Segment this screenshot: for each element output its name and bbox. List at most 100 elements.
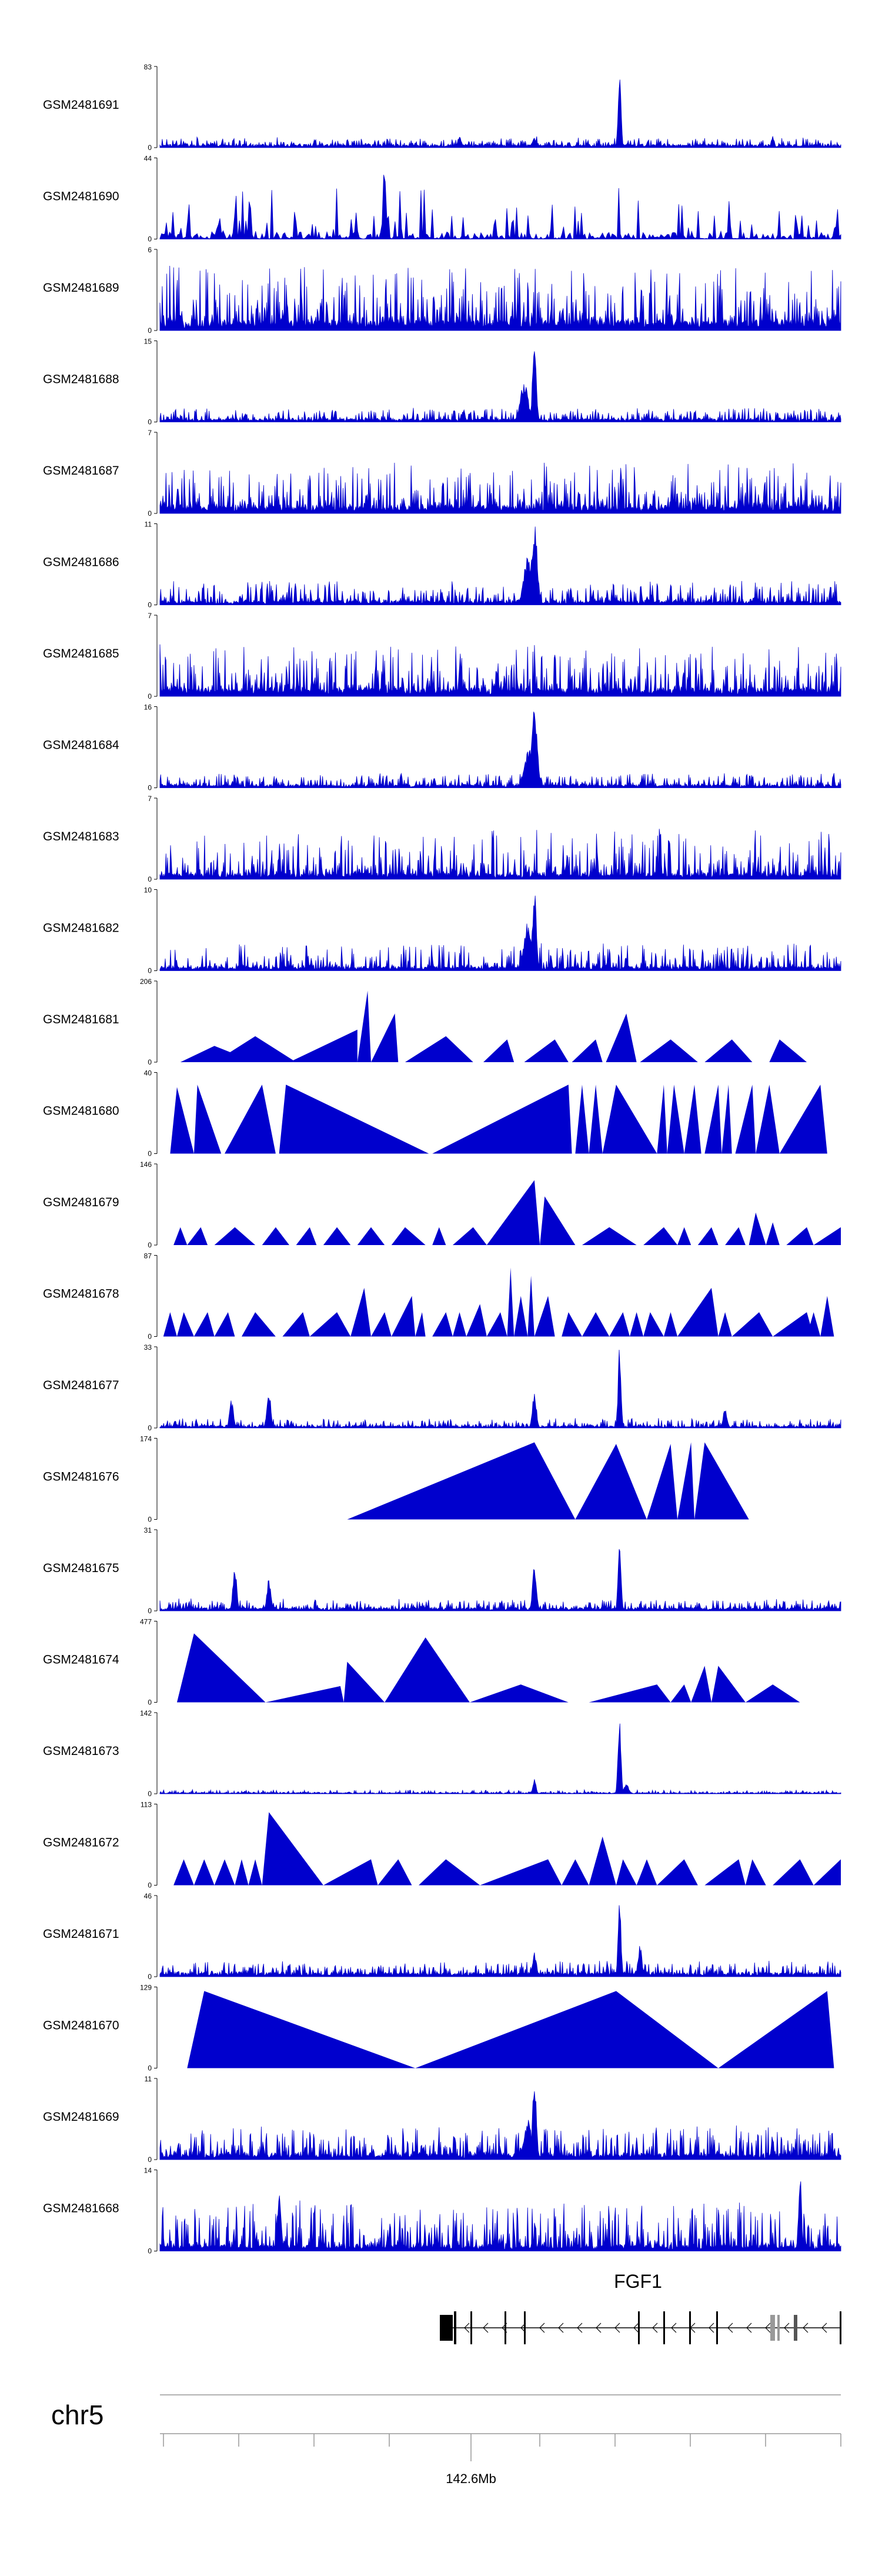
gene-exon <box>840 2311 841 2344</box>
track-GSM2481677: GSM2481677 33 0 <box>43 1343 841 1432</box>
strand-arrow <box>784 2323 790 2333</box>
y-axis-zero-label: 0 <box>148 235 152 243</box>
genome-axis-ticks <box>163 2434 841 2447</box>
signal-triangle <box>214 1312 235 1337</box>
signal-area <box>159 2091 841 2160</box>
signal-triangle <box>718 1991 834 2068</box>
signal-triangle <box>187 1991 416 2068</box>
strand-arrow <box>821 2323 827 2333</box>
signal-triangle <box>193 1859 215 1886</box>
track-GSM2481691: GSM2481691 83 0 <box>43 63 841 152</box>
signal-triangle <box>779 1085 827 1154</box>
track-GSM2481678: GSM2481678 87 0 <box>43 1252 834 1341</box>
strand-arrow <box>746 2323 752 2333</box>
gene-exon <box>454 2311 456 2344</box>
signal-triangle <box>718 1312 732 1337</box>
track-GSM2481680: GSM2481680 40 0 <box>43 1069 827 1158</box>
y-axis-zero-label: 0 <box>148 144 152 152</box>
signal-triangle <box>193 1085 222 1154</box>
signal-triangle <box>432 1085 572 1154</box>
signal-triangle <box>773 1312 814 1337</box>
track-GSM2481685: GSM2481685 7 0 <box>43 612 841 700</box>
signal-triangle <box>745 1684 800 1703</box>
y-axis-zero-label: 0 <box>148 1881 152 1890</box>
axis-tick-label: 142.6Mb <box>446 2471 496 2486</box>
signal-triangle <box>415 1991 719 2068</box>
track-label: GSM2481689 <box>43 281 119 295</box>
signal-triangle <box>769 1039 807 1062</box>
track-GSM2481672: GSM2481672 113 0 <box>43 1801 841 1890</box>
track-label: GSM2481674 <box>43 1653 119 1667</box>
signal-triangle <box>507 1267 514 1337</box>
gene-exon <box>663 2311 665 2344</box>
signal-triangle <box>357 1227 385 1245</box>
signal-triangle <box>214 1859 235 1886</box>
y-axis-zero-label: 0 <box>148 418 152 426</box>
y-axis-max-label: 46 <box>144 1892 152 1900</box>
signal-triangle <box>225 1085 276 1154</box>
gene-exon <box>689 2311 691 2344</box>
y-axis-zero-label: 0 <box>148 2247 152 2255</box>
signal-triangle <box>176 1312 194 1337</box>
gene-track: FGF1 <box>440 2271 841 2344</box>
track-label: GSM2481686 <box>43 556 119 569</box>
signal-triangle <box>265 1686 344 1703</box>
y-axis-zero-label: 0 <box>148 875 152 883</box>
signal-triangle <box>343 1661 385 1703</box>
signal-area <box>159 829 841 880</box>
signal-triangle <box>786 1227 814 1245</box>
signal-area <box>159 1723 841 1794</box>
track-label: GSM2481675 <box>43 1561 119 1575</box>
signal-triangle <box>677 1227 691 1245</box>
y-axis-zero-label: 0 <box>148 967 152 975</box>
track-label: GSM2481670 <box>43 2019 119 2033</box>
signal-triangle <box>350 1287 371 1337</box>
gene-exon <box>440 2315 453 2341</box>
signal-triangle <box>643 1227 678 1245</box>
y-axis-max-label: 33 <box>144 1343 152 1352</box>
signal-area <box>159 1350 841 1429</box>
signal-triangle <box>589 1836 616 1886</box>
track-GSM2481679: GSM2481679 146 0 <box>43 1160 841 1249</box>
track-label: GSM2481677 <box>43 1379 119 1392</box>
y-axis-max-label: 87 <box>144 1252 152 1260</box>
y-axis-zero-label: 0 <box>148 1058 152 1066</box>
track-GSM2481682: GSM2481682 10 0 <box>43 886 841 975</box>
y-axis-max-label: 11 <box>145 2075 152 2083</box>
track-GSM2481689: GSM2481689 6 0 <box>43 246 841 335</box>
signal-triangle <box>262 1227 290 1245</box>
signal-triangle <box>646 1444 678 1520</box>
signal-triangle <box>214 1227 256 1245</box>
signal-area <box>159 79 841 148</box>
signal-triangle <box>469 1684 569 1703</box>
signal-triangle <box>419 1859 480 1886</box>
signal-triangle <box>391 1227 426 1245</box>
strand-arrow <box>803 2323 808 2333</box>
strand-arrow <box>652 2323 658 2333</box>
signal-triangle <box>235 1859 249 1886</box>
strand-arrow <box>483 2323 489 2333</box>
signal-triangle <box>466 1304 487 1337</box>
signal-triangle <box>486 1312 507 1337</box>
y-axis-zero-label: 0 <box>148 2155 152 2164</box>
gene-exon <box>794 2315 797 2341</box>
signal-triangle <box>589 1085 603 1154</box>
y-axis-zero-label: 0 <box>148 1241 152 1249</box>
strand-arrow <box>558 2323 564 2333</box>
signal-triangle <box>323 1227 351 1245</box>
track-label: GSM2481673 <box>43 1744 119 1758</box>
strand-arrow <box>596 2323 602 2333</box>
track-label: GSM2481684 <box>43 739 119 752</box>
signal-triangle <box>323 1859 378 1886</box>
signal-triangle <box>483 1039 514 1062</box>
gene-exons <box>440 2311 841 2344</box>
gene-exon <box>505 2311 506 2344</box>
signal-area <box>159 2181 841 2251</box>
signal-triangle <box>691 1666 711 1703</box>
y-axis-zero-label: 0 <box>148 509 152 518</box>
signal-triangle <box>813 1859 841 1886</box>
y-axis-zero-label: 0 <box>148 1516 152 1524</box>
track-GSM2481674: GSM2481674 477 0 <box>43 1618 800 1707</box>
y-axis-zero-label: 0 <box>148 1333 152 1341</box>
y-axis-max-label: 174 <box>140 1435 152 1443</box>
